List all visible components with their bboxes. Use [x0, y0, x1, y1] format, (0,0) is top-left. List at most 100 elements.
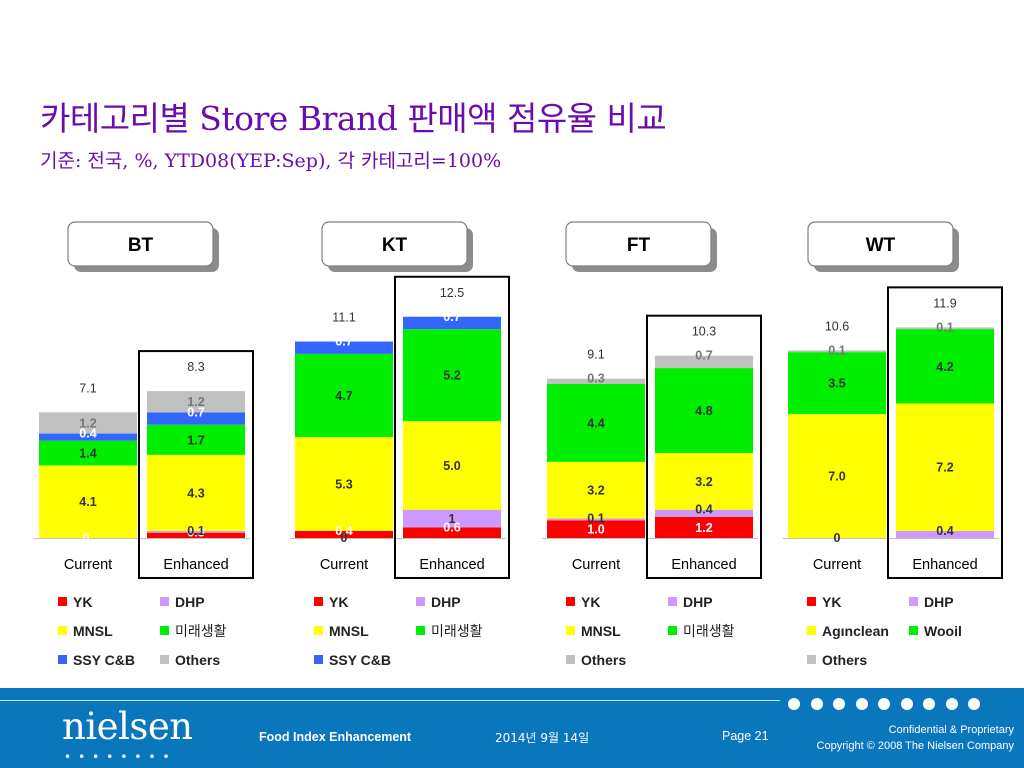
wt-total-enhanced: 11.9 [933, 296, 956, 310]
bt-seg-label-current-2: 4.1 [79, 495, 96, 509]
ft-legend-swatch-3 [668, 626, 677, 635]
kt-legend-label-1: DHP [431, 594, 461, 610]
bt-bar-enhanced-4 [147, 412, 245, 425]
kt-legend-swatch-3 [416, 626, 425, 635]
ft-seg-label-enhanced-4: 0.7 [695, 349, 712, 363]
bt-legend-swatch-4 [58, 655, 67, 664]
kt-bar-current-4 [295, 341, 393, 354]
wt-highlight-frame [887, 286, 1003, 579]
ft-bar-enhanced-3 [655, 368, 753, 454]
bt-seg-label-enhanced-2: 4.3 [187, 486, 204, 500]
bt-pill [67, 221, 214, 267]
bt-bar-current-3 [39, 440, 137, 466]
ft-legend-swatch-2 [566, 626, 575, 635]
bt-seg-label-enhanced-3: 1.7 [187, 433, 204, 447]
copyright-text: Copyright © 2008 The Nielsen Company [816, 740, 1014, 752]
bt-category-enhanced: Enhanced [163, 557, 228, 573]
page-number: Page 21 [722, 729, 769, 743]
wt-seg-label-current-2: 7.0 [828, 470, 845, 484]
ft-legend-swatch-0 [566, 597, 575, 606]
wt-bar-enhanced-4 [896, 327, 994, 330]
slide-title: 카테고리별 Store Brand 판매액 점유율 비교 [40, 99, 667, 138]
bt-bar-enhanced-3 [147, 424, 245, 455]
kt-legend-label-4: SSY C&B [329, 652, 391, 668]
bt-seg-label-current-5: 1.2 [79, 416, 96, 430]
charts-area: BT04.11.40.41.27.1Current0.30.14.31.70.7… [34, 221, 1003, 668]
bt-bar-current-2 [39, 465, 137, 538]
wt-pill [807, 221, 954, 267]
kt-seg-label-current-0: 0.4 [335, 524, 352, 538]
kt-legend-label-2: MNSL [329, 623, 369, 639]
wt-legend-swatch-0 [807, 597, 816, 606]
kt-bar-enhanced-0 [403, 527, 501, 538]
wt-panel-title: WT [866, 235, 896, 256]
footer-bar [0, 688, 1024, 768]
bt-seg-label-enhanced-4: 0.7 [187, 405, 204, 419]
kt-seg-label-current-3: 4.7 [335, 389, 352, 403]
kt-category-current: Current [320, 557, 368, 573]
wt-bar-current-4 [788, 350, 886, 353]
ft-bar-enhanced-0 [655, 516, 753, 538]
kt-total-enhanced: 12.5 [440, 286, 464, 300]
kt-legend-swatch-4 [314, 655, 323, 664]
ft-highlight-frame [646, 314, 762, 579]
kt-legend-label-0: YK [329, 594, 348, 610]
logo-dots: •••••••• [64, 750, 177, 764]
ft-bar-current-3 [547, 384, 645, 462]
kt-seg-label-enhanced-3: 5.2 [443, 369, 460, 383]
ft-legend-label-0: YK [581, 594, 600, 610]
kt-legend-swatch-2 [314, 626, 323, 635]
bt-legend-swatch-5 [160, 655, 169, 664]
ft-seg-label-current-0: 1.0 [587, 523, 604, 537]
kt-pill [321, 221, 468, 267]
ft-seg-label-current-1: 0.1 [587, 512, 604, 526]
ft-bar-enhanced-4 [655, 355, 753, 369]
kt-seg-label-enhanced-4: 0.7 [443, 310, 460, 324]
wt-bar-current-3 [788, 352, 886, 415]
wt-bar-enhanced-1 [896, 530, 994, 538]
ft-seg-label-enhanced-2: 3.2 [695, 475, 712, 489]
kt-legend-swatch-1 [416, 597, 425, 606]
ft-legend-swatch-4 [566, 655, 575, 664]
bt-bar-current-4 [39, 433, 137, 441]
kt-legend-label-3: 미래생활 [431, 624, 483, 640]
ft-legend-label-4: Others [581, 652, 626, 668]
wt-seg-label-current-1: 0 [834, 531, 841, 545]
wt-bar-current-2 [788, 414, 886, 538]
ft-legend-swatch-1 [668, 597, 677, 606]
ft-seg-label-enhanced-0: 1.2 [695, 521, 712, 535]
wt-legend-label-1: DHP [924, 594, 954, 610]
kt-seg-label-current-1: 0 [341, 531, 348, 545]
ft-category-enhanced: Enhanced [671, 557, 736, 573]
bt-seg-label-enhanced-1: 0.1 [187, 524, 204, 538]
wt-seg-label-enhanced-1: 0.4 [936, 524, 953, 538]
bt-legend-swatch-2 [58, 626, 67, 635]
bt-bar-enhanced-5 [147, 391, 245, 413]
bt-total-current: 7.1 [79, 381, 96, 395]
ft-bar-current-1 [547, 518, 645, 521]
bt-bar-enhanced-1 [147, 530, 245, 533]
footer-divider [0, 700, 780, 701]
ft-legend-label-2: MNSL [581, 623, 621, 639]
bt-legend-swatch-0 [58, 597, 67, 606]
ft-seg-label-current-2: 3.2 [587, 484, 604, 498]
kt-legend-swatch-0 [314, 597, 323, 606]
wt-total-current: 10.6 [825, 319, 849, 333]
kt-bar-current-0 [295, 530, 393, 538]
wt-legend-label-0: YK [822, 594, 841, 610]
wt-legend-label-4: Others [822, 652, 867, 668]
ft-seg-label-enhanced-3: 4.8 [695, 404, 712, 418]
kt-bar-enhanced-2 [403, 421, 501, 510]
ft-bar-current-0 [547, 520, 645, 538]
report-date: 2014년 9월 14일 [495, 731, 590, 745]
ft-panel-title: FT [627, 235, 651, 256]
bt-highlight-frame [138, 350, 254, 579]
kt-bar-enhanced-3 [403, 329, 501, 422]
bt-total-enhanced: 8.3 [187, 360, 204, 374]
wt-seg-label-enhanced-4: 0.1 [936, 320, 953, 334]
kt-seg-label-current-2: 5.3 [335, 478, 352, 492]
ft-seg-label-current-3: 4.4 [587, 416, 604, 430]
bt-legend-swatch-1 [160, 597, 169, 606]
report-name: Food Index Enhancement [259, 730, 412, 744]
kt-bar-enhanced-1 [403, 509, 501, 528]
